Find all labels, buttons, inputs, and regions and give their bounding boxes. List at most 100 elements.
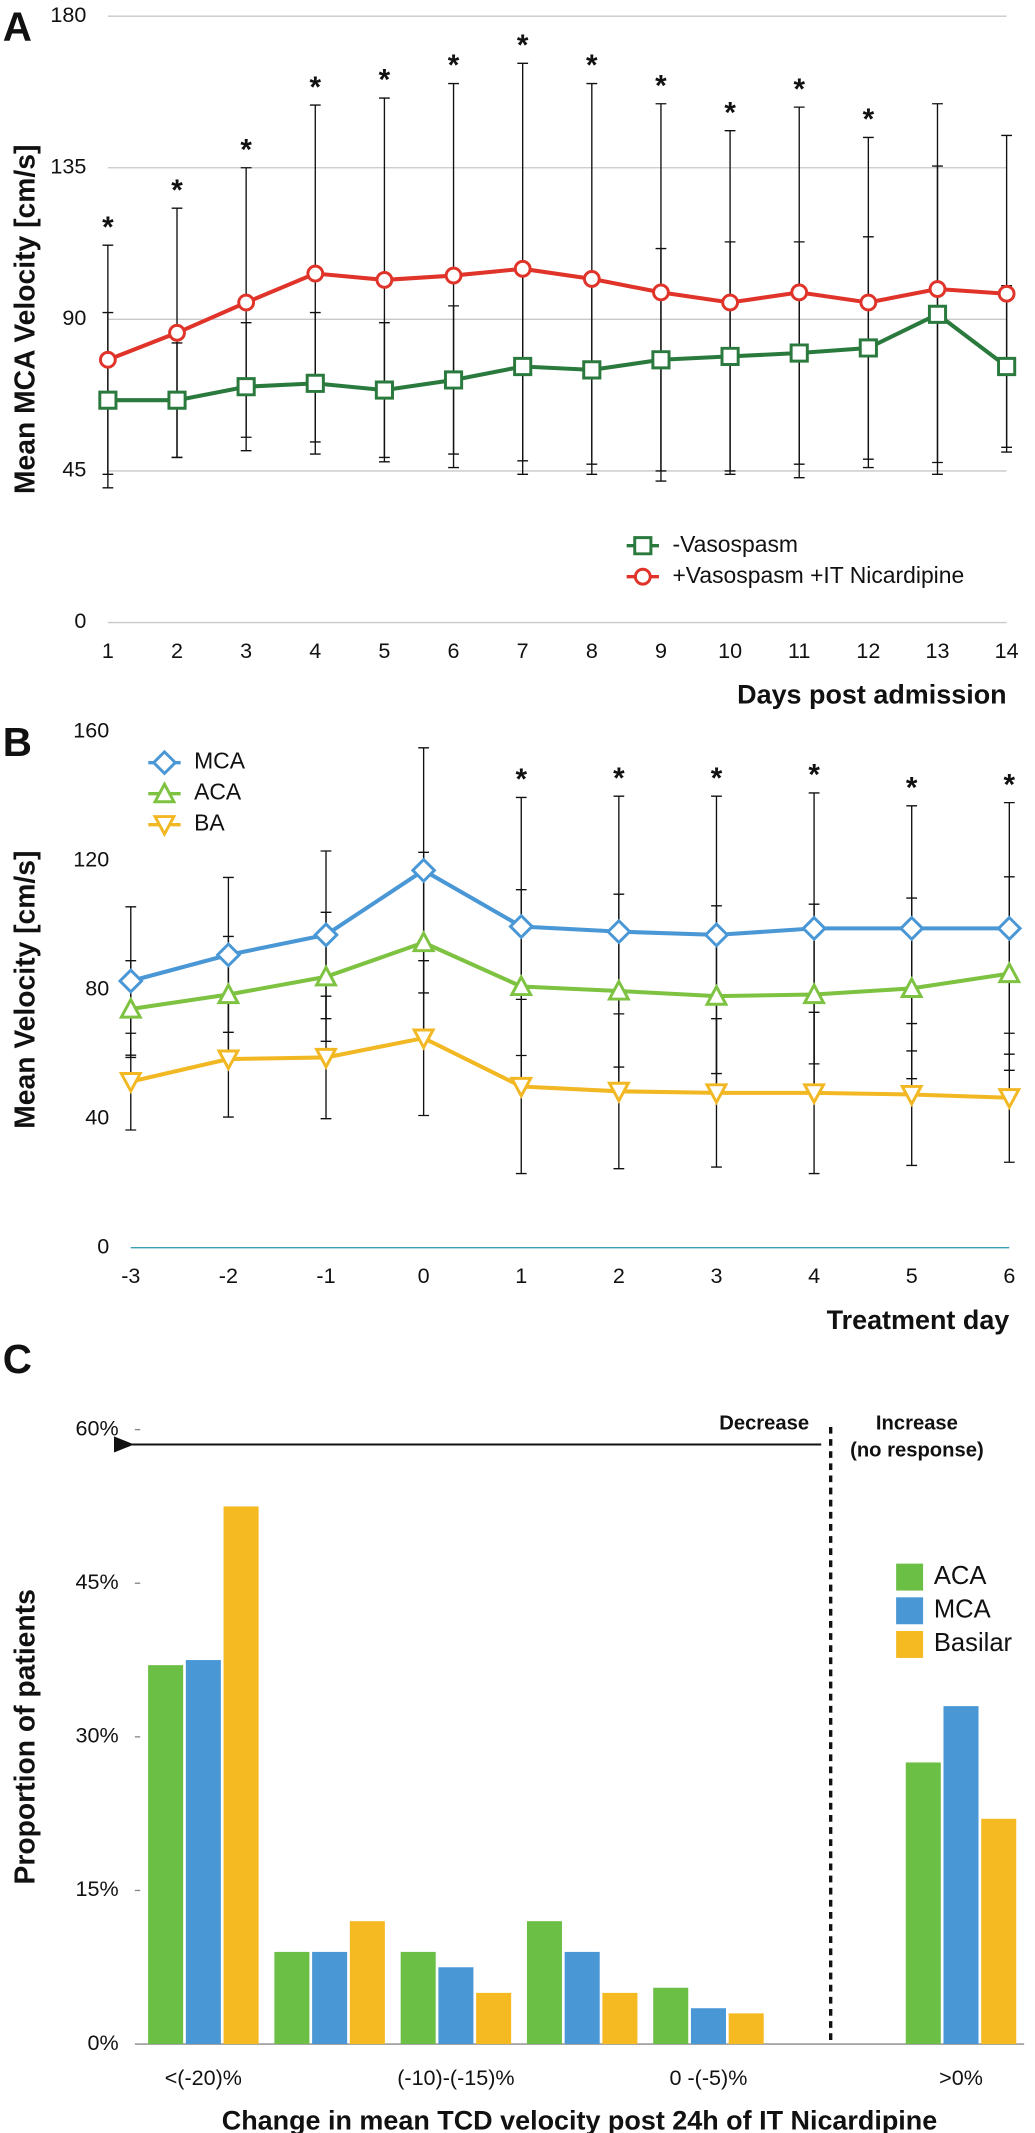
y-tick-label: 135 xyxy=(50,153,86,178)
y-tick-label: 0 xyxy=(74,608,86,633)
y-tick-label: 80 xyxy=(85,975,109,1000)
marker xyxy=(720,346,740,366)
marker xyxy=(306,264,325,283)
bar xyxy=(690,2008,726,2045)
x-tick-label: 8 xyxy=(586,638,598,663)
bar xyxy=(223,1506,259,2045)
marker xyxy=(898,915,925,942)
significance-star: * xyxy=(517,29,529,62)
significance-star: * xyxy=(448,49,460,82)
marker xyxy=(997,1088,1022,1111)
legend-label: MCA xyxy=(194,748,246,774)
significance-star: * xyxy=(724,96,736,129)
marker xyxy=(117,968,144,994)
marker xyxy=(513,259,532,278)
significance-star: * xyxy=(515,763,527,796)
marker xyxy=(313,921,339,948)
marker xyxy=(509,1076,534,1100)
y-tick-label: 120 xyxy=(73,846,109,871)
marker xyxy=(118,1072,143,1095)
marker xyxy=(98,390,118,410)
significance-star: * xyxy=(586,49,598,82)
x-tick-label: -2 xyxy=(219,1263,238,1288)
y-tick-label: 30% xyxy=(76,1723,119,1748)
significance-star: * xyxy=(711,762,723,795)
marker xyxy=(411,930,436,953)
legend-label: Basilar xyxy=(934,1629,1013,1657)
marker xyxy=(509,973,534,997)
marker xyxy=(789,343,809,363)
y-axis-label: Mean Velocity [cm/s] xyxy=(9,851,41,1129)
x-tick-label: 3 xyxy=(710,1263,722,1288)
marker xyxy=(152,815,177,838)
marker xyxy=(314,964,338,987)
significance-star: * xyxy=(1004,768,1016,801)
marker xyxy=(606,1081,631,1104)
bar xyxy=(148,1665,184,2045)
marker xyxy=(314,1047,338,1070)
bar xyxy=(185,1660,221,2045)
significance-star: * xyxy=(613,762,625,795)
marker xyxy=(216,1049,241,1072)
legend-label: +Vasospasm +IT Nicardipine xyxy=(672,562,964,588)
marker xyxy=(858,338,878,358)
marker xyxy=(305,373,325,393)
marker xyxy=(168,323,186,342)
y-tick-label: 90 xyxy=(62,305,86,330)
significance-star: * xyxy=(310,71,322,104)
marker xyxy=(216,981,241,1005)
bar xyxy=(981,1818,1017,2045)
marker xyxy=(582,360,602,380)
marker xyxy=(167,390,187,410)
y-tick-label: 160 xyxy=(73,717,109,742)
bar xyxy=(476,1992,512,2045)
marker xyxy=(582,270,601,288)
marker xyxy=(215,941,242,968)
legend-label: BA xyxy=(194,810,225,836)
significance-star: * xyxy=(171,174,183,207)
marker xyxy=(704,1083,729,1106)
x-axis-label: Treatment day xyxy=(827,1305,1010,1335)
marker xyxy=(443,370,464,390)
y-axis-label: Proportion of patients xyxy=(9,1589,41,1884)
significance-star: * xyxy=(655,69,667,102)
marker xyxy=(899,1084,924,1108)
panel-label: C xyxy=(3,1336,32,1382)
bar xyxy=(564,1951,600,2045)
annotation: (no response) xyxy=(850,1440,984,1462)
x-tick-label: -3 xyxy=(121,1263,140,1288)
significance-star: * xyxy=(793,73,805,106)
marker xyxy=(899,975,924,998)
x-tick-label: 4 xyxy=(808,1263,820,1288)
bar xyxy=(274,1951,310,2045)
bar xyxy=(526,1921,562,2045)
marker xyxy=(410,857,437,884)
legend-swatch xyxy=(896,1563,924,1591)
x-tick-label: 0 -(-5)% xyxy=(670,2065,748,2090)
x-tick-label: >0% xyxy=(939,2065,983,2090)
series-line xyxy=(130,940,1010,1012)
y-axis-label: Mean MCA Velocity [cm/s] xyxy=(9,145,41,494)
marker xyxy=(801,915,827,942)
marker xyxy=(997,961,1022,984)
marker xyxy=(375,271,394,289)
x-tick-label: 12 xyxy=(856,638,880,663)
x-tick-label: 6 xyxy=(448,638,460,663)
y-tick-label: 180 xyxy=(50,2,86,27)
marker xyxy=(802,1083,827,1106)
marker xyxy=(118,996,143,1019)
bar xyxy=(728,2013,764,2045)
marker xyxy=(927,304,948,324)
x-tick-label: 0 xyxy=(418,1263,430,1288)
significance-star: * xyxy=(379,64,391,97)
marker xyxy=(152,781,177,804)
x-tick-label: 6 xyxy=(1003,1263,1015,1288)
bar xyxy=(653,1987,689,2045)
legend-label: MCA xyxy=(934,1596,992,1624)
marker xyxy=(997,356,1017,377)
bar xyxy=(943,1706,979,2045)
annotation: Decrease xyxy=(719,1413,809,1435)
x-tick-label: 2 xyxy=(613,1263,625,1288)
